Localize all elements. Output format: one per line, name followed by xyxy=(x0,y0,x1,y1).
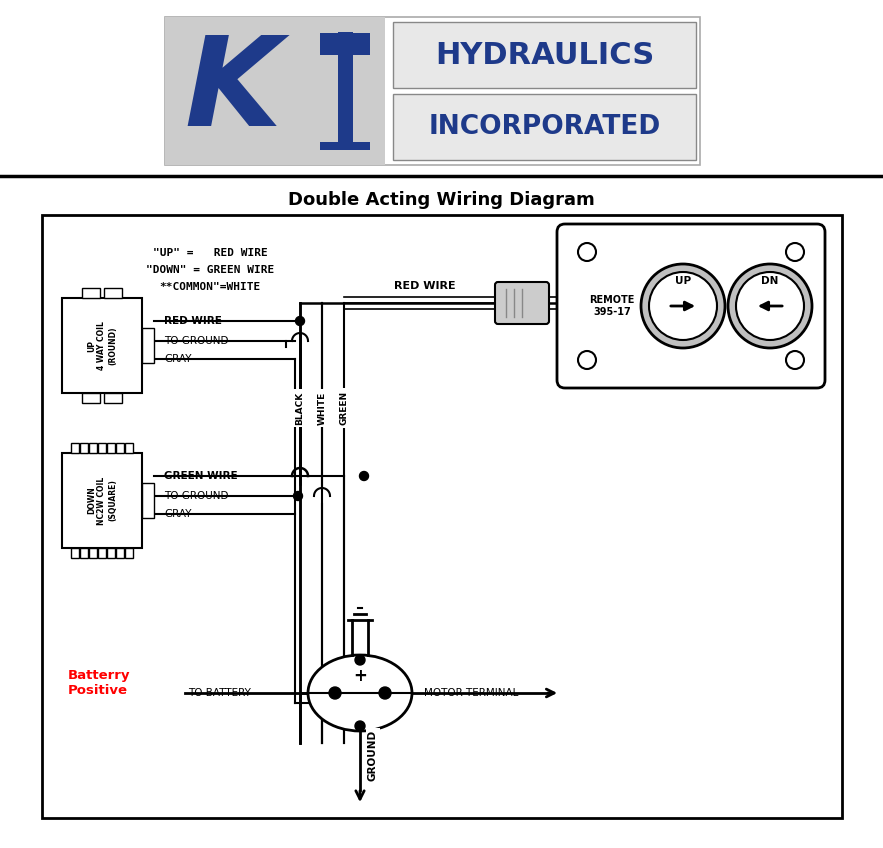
Circle shape xyxy=(736,272,804,340)
Text: "DOWN" = GREEN WIRE: "DOWN" = GREEN WIRE xyxy=(146,265,274,275)
Bar xyxy=(80,548,88,558)
Text: "UP" =   RED WIRE: "UP" = RED WIRE xyxy=(153,248,268,258)
Circle shape xyxy=(355,655,365,665)
FancyBboxPatch shape xyxy=(557,224,825,388)
Bar xyxy=(142,483,154,518)
Text: UP
4 WAY COIL
(ROUND): UP 4 WAY COIL (ROUND) xyxy=(87,321,117,370)
Text: GRAY: GRAY xyxy=(164,509,192,519)
Text: BLACK: BLACK xyxy=(296,392,305,425)
Text: RED WIRE: RED WIRE xyxy=(164,316,222,326)
Ellipse shape xyxy=(308,655,412,731)
Text: INCORPORATED: INCORPORATED xyxy=(428,114,660,140)
Text: UP: UP xyxy=(675,276,691,286)
Bar xyxy=(104,393,122,403)
Bar xyxy=(393,22,696,88)
Circle shape xyxy=(359,471,368,481)
Circle shape xyxy=(786,243,804,261)
Bar xyxy=(89,443,97,453)
Bar xyxy=(320,33,370,55)
Circle shape xyxy=(578,243,596,261)
Bar xyxy=(125,443,133,453)
Bar xyxy=(62,298,142,393)
Circle shape xyxy=(649,272,717,340)
Bar xyxy=(82,393,100,403)
FancyBboxPatch shape xyxy=(495,282,549,324)
Text: HYDRAULICS: HYDRAULICS xyxy=(434,41,654,70)
Circle shape xyxy=(355,721,365,731)
Bar xyxy=(98,548,106,558)
Text: GRAY: GRAY xyxy=(164,354,192,364)
Circle shape xyxy=(786,351,804,369)
Text: TO GROUND: TO GROUND xyxy=(164,491,229,501)
Text: DN: DN xyxy=(761,276,779,286)
Bar xyxy=(104,288,122,298)
Text: RED WIRE: RED WIRE xyxy=(394,281,456,291)
Circle shape xyxy=(641,264,725,348)
Circle shape xyxy=(293,492,303,500)
Bar xyxy=(71,548,79,558)
Bar xyxy=(125,548,133,558)
Text: WHITE: WHITE xyxy=(318,392,327,425)
Text: Double Acting Wiring Diagram: Double Acting Wiring Diagram xyxy=(288,191,594,209)
Bar xyxy=(89,548,97,558)
Text: GROUND: GROUND xyxy=(368,730,378,781)
Bar xyxy=(62,453,142,548)
Bar xyxy=(320,142,370,150)
Bar xyxy=(142,328,154,363)
Text: DOWN
NC2W COIL
(SQUARE): DOWN NC2W COIL (SQUARE) xyxy=(87,477,117,525)
Bar xyxy=(107,548,115,558)
Text: TO GROUND: TO GROUND xyxy=(164,336,229,346)
Bar xyxy=(71,443,79,453)
Text: **COMMON"=WHITE: **COMMON"=WHITE xyxy=(159,282,260,292)
Bar xyxy=(338,32,353,150)
Text: GREEN: GREEN xyxy=(339,391,349,425)
Circle shape xyxy=(296,316,305,326)
Bar xyxy=(165,17,700,165)
Bar xyxy=(393,94,696,160)
Bar xyxy=(116,443,124,453)
Bar xyxy=(107,443,115,453)
Circle shape xyxy=(578,351,596,369)
Text: Batterry
Positive: Batterry Positive xyxy=(68,669,131,697)
Text: TO BATTERY: TO BATTERY xyxy=(188,688,251,698)
Bar xyxy=(42,215,842,818)
Circle shape xyxy=(379,687,391,699)
Text: MOTOR TERMINAL: MOTOR TERMINAL xyxy=(424,688,518,698)
Bar xyxy=(98,443,106,453)
Text: REMOTE
395-17: REMOTE 395-17 xyxy=(589,295,635,317)
Bar xyxy=(82,288,100,298)
Circle shape xyxy=(329,687,341,699)
Text: K: K xyxy=(185,31,282,152)
Bar xyxy=(165,17,385,165)
Circle shape xyxy=(728,264,812,348)
Bar xyxy=(80,443,88,453)
Bar xyxy=(116,548,124,558)
Text: +: + xyxy=(353,667,367,685)
Text: GREEN WIRE: GREEN WIRE xyxy=(164,471,238,481)
